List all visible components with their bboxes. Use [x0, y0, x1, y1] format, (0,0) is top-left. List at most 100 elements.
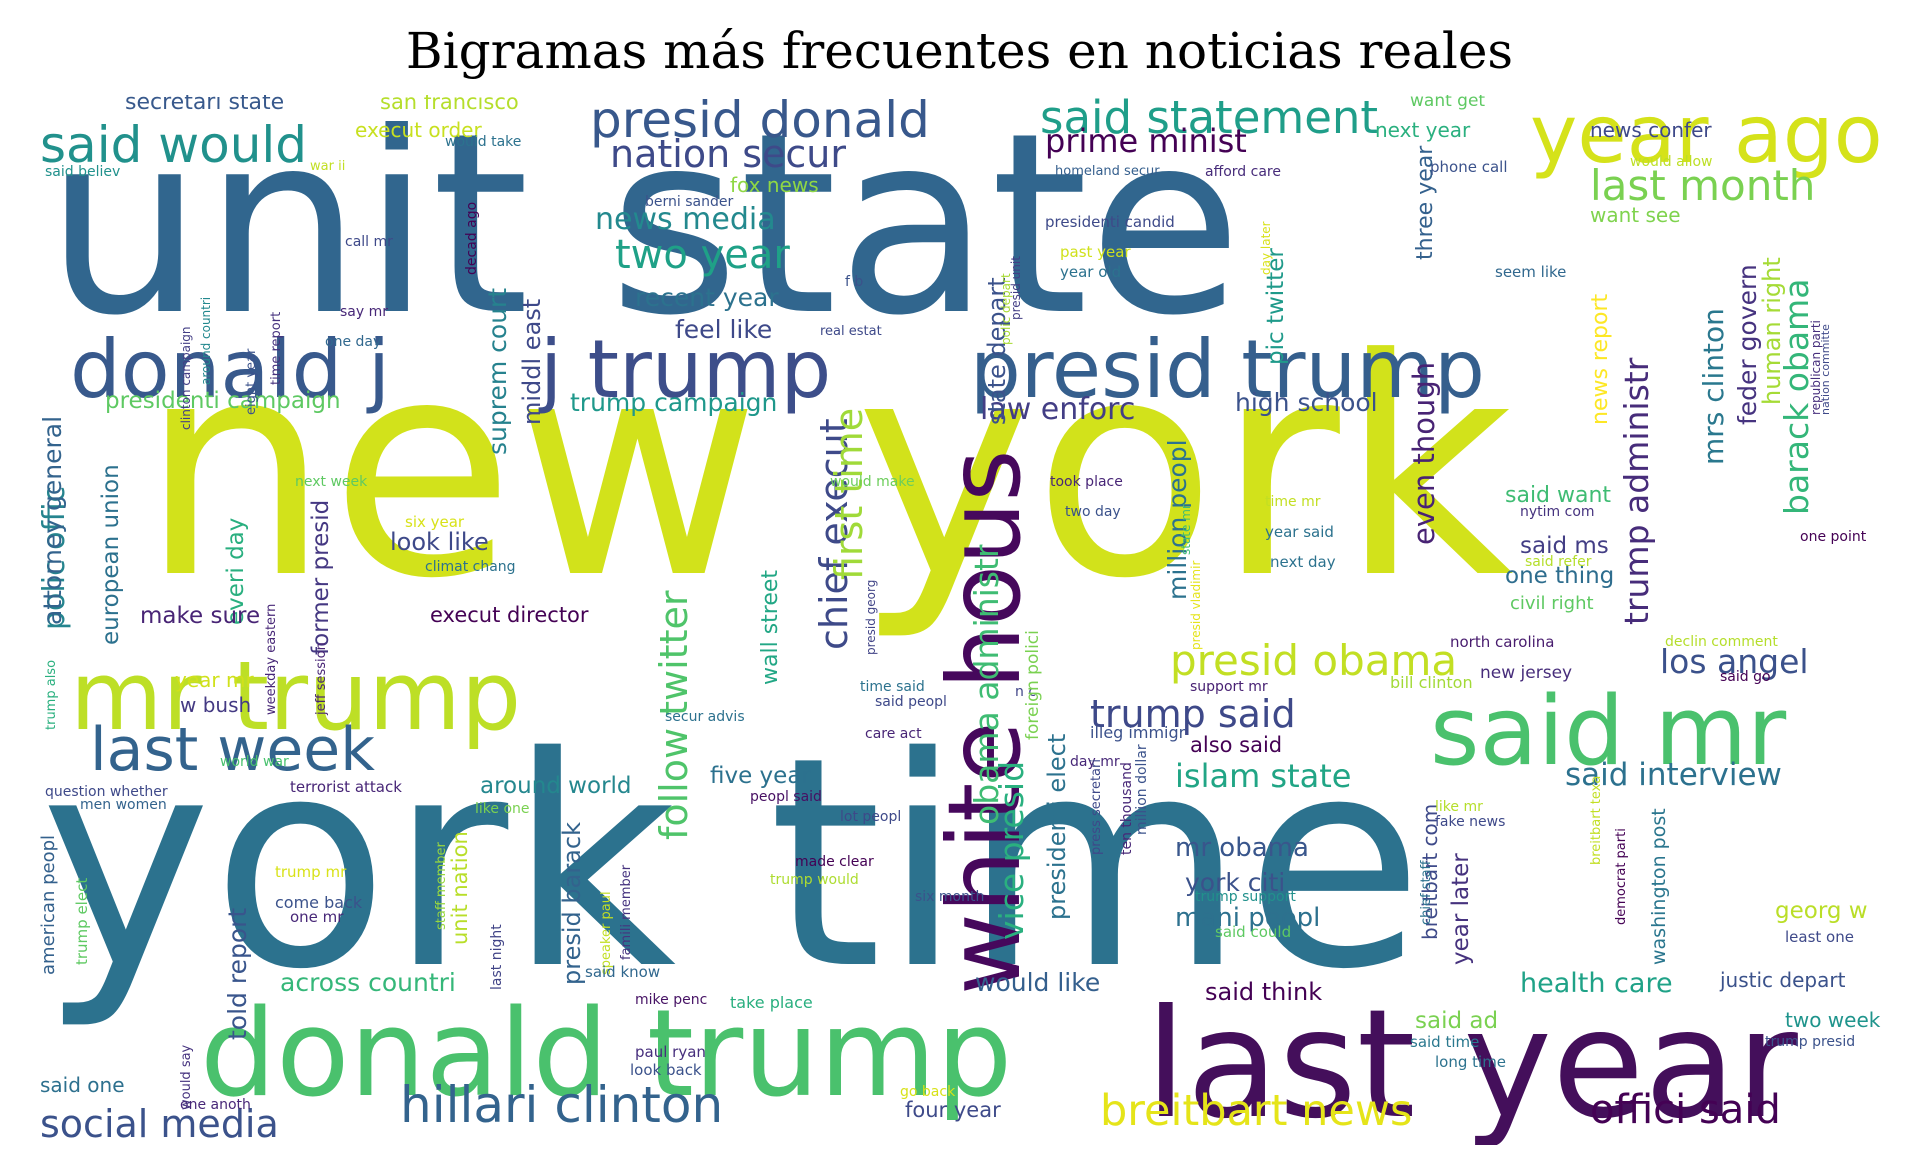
word: four year — [905, 1098, 1001, 1122]
word: question whether — [45, 784, 168, 800]
word: go back — [900, 1084, 956, 1100]
word: said mr — [1430, 677, 1787, 787]
word: hillari clinton — [400, 1076, 724, 1134]
word: said could — [1215, 923, 1292, 941]
word: six month — [915, 889, 985, 905]
word: would say — [179, 1044, 194, 1110]
word: feder govern — [1733, 264, 1762, 425]
word: lot peopl — [840, 809, 902, 825]
word: day later — [1259, 221, 1273, 275]
word: york time — [40, 696, 1424, 1033]
word: around countri — [199, 296, 213, 385]
word: year mr — [175, 668, 254, 692]
word: also said — [1190, 733, 1283, 757]
word: care act — [865, 726, 922, 742]
word: long time — [1435, 1053, 1507, 1071]
word: one day — [325, 334, 382, 350]
word: phone call — [1430, 158, 1508, 176]
word: want see — [1590, 203, 1681, 227]
word: support mr — [1190, 679, 1268, 695]
word: like one — [475, 801, 530, 817]
word: would take — [445, 134, 522, 150]
word: around world — [480, 773, 632, 799]
word: foreign polici — [1023, 630, 1043, 740]
word: law enforc — [980, 392, 1136, 427]
word: news media — [595, 202, 776, 237]
word: presid donald — [590, 95, 930, 149]
word: day mr — [1070, 754, 1120, 770]
word: trump would — [770, 872, 859, 888]
word: high school — [1235, 388, 1378, 417]
word: trump mr — [275, 863, 347, 881]
word: trump said — [1090, 692, 1296, 736]
word: wall street — [758, 569, 783, 685]
word: unit nation — [448, 831, 472, 945]
word: made clear — [795, 854, 874, 870]
word: social media — [40, 1102, 279, 1145]
word: w bush — [180, 693, 252, 717]
word: state mr — [1179, 504, 1193, 555]
word: berni sander — [645, 194, 734, 210]
word: weekday eastern — [264, 603, 279, 715]
word: terrorist attack — [290, 778, 402, 796]
word: said know — [585, 963, 661, 981]
word: eight year — [244, 348, 259, 415]
word: last month — [1590, 161, 1816, 210]
word: presid georg — [864, 579, 878, 655]
word: climat chang — [425, 559, 516, 575]
word: declin comment — [1665, 634, 1778, 650]
word: trump also — [44, 659, 59, 730]
word: real estat — [820, 324, 882, 339]
word: presid obama — [1170, 636, 1458, 685]
word: jeff session — [314, 642, 329, 715]
word: would like — [975, 968, 1101, 997]
word: fox news — [730, 173, 819, 197]
word: mr trump — [70, 642, 522, 752]
word: least one — [1785, 928, 1854, 946]
word: would allow — [1630, 154, 1713, 170]
word: prime minist — [1045, 122, 1247, 160]
word: offici said — [1590, 1087, 1781, 1133]
word: peopl said — [750, 789, 822, 805]
word: famili member — [619, 864, 634, 960]
word: said interview — [1565, 757, 1782, 793]
word: said statement — [1040, 95, 1379, 144]
word: said refer — [1525, 554, 1592, 570]
word: bill clinton — [1390, 673, 1473, 692]
word: democrat parti — [1614, 828, 1629, 925]
word: across countri — [280, 968, 456, 997]
word: world war — [220, 754, 289, 770]
word: secretari state — [125, 95, 285, 115]
word: year later — [1448, 853, 1474, 965]
word: washington post — [1648, 808, 1670, 965]
word: war ii — [310, 159, 346, 174]
word: told report — [223, 907, 252, 1040]
word: north carolina — [1450, 633, 1555, 651]
word: want get — [1410, 95, 1486, 111]
word: come back — [275, 893, 363, 912]
word: news confer — [1590, 118, 1712, 142]
word: attorney general — [40, 415, 67, 625]
word: five year — [710, 763, 811, 789]
word: make sure — [140, 603, 261, 629]
word: year old — [1060, 263, 1122, 281]
word: trump campaign — [570, 388, 778, 417]
word: american peopl — [40, 834, 59, 975]
word: secur advis — [665, 709, 745, 725]
word: presid barack — [558, 822, 586, 985]
word: los angel — [1660, 642, 1809, 681]
word: one point — [1800, 529, 1867, 545]
word: civil right — [1510, 593, 1594, 614]
word: six year — [405, 513, 465, 531]
word: execut order — [355, 118, 482, 142]
word: middl east — [518, 298, 546, 425]
word: trump elect — [73, 877, 91, 965]
word: health care — [1520, 968, 1673, 999]
word: trump support — [1195, 889, 1296, 905]
word: two week — [1785, 1008, 1881, 1032]
word: call mr — [345, 234, 393, 250]
word: said ad — [1415, 1008, 1499, 1034]
word: breitbart news — [1100, 1086, 1413, 1136]
word: even though — [1407, 361, 1441, 545]
word: look back — [630, 1061, 702, 1079]
